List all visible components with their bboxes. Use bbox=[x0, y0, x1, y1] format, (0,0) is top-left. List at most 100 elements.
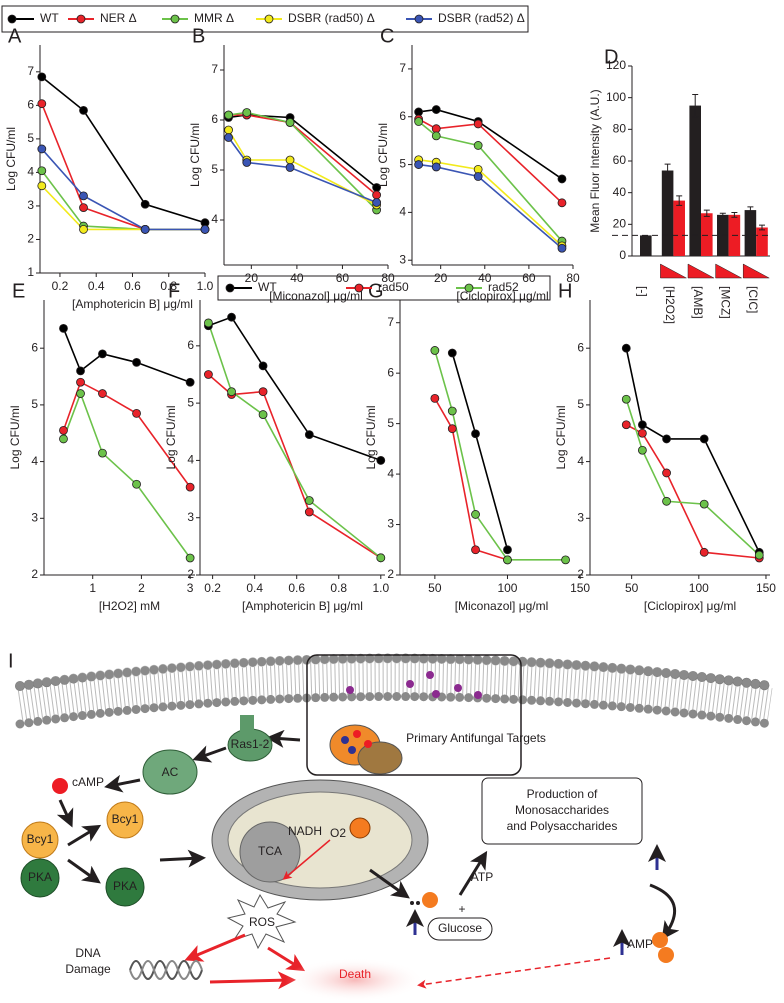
data-point bbox=[185, 553, 195, 563]
y-tick-label: 2 bbox=[27, 232, 34, 246]
label: Damage bbox=[65, 962, 111, 976]
data-point bbox=[662, 496, 671, 506]
y-tick-label: 6 bbox=[399, 109, 406, 123]
y-tick-label: 3 bbox=[187, 510, 194, 524]
membrane-heads bbox=[15, 654, 775, 691]
y-tick-label: 4 bbox=[27, 165, 34, 179]
label: DNA bbox=[75, 946, 100, 960]
data-point bbox=[258, 361, 268, 371]
data-point bbox=[376, 553, 386, 563]
y-tick-label: 5 bbox=[211, 162, 218, 176]
ras-anchor bbox=[240, 715, 254, 733]
data-point bbox=[76, 377, 85, 387]
data-point bbox=[59, 323, 68, 333]
series-line bbox=[434, 350, 566, 561]
data-point bbox=[754, 550, 764, 560]
y-tick-label: 5 bbox=[399, 157, 406, 171]
legend-label: MMR Δ bbox=[194, 11, 234, 25]
y-tick-label: 7 bbox=[399, 61, 406, 75]
data-point bbox=[372, 190, 382, 200]
label: Monosaccharides bbox=[515, 803, 609, 817]
membrane-tails bbox=[17, 660, 773, 722]
y-tick-label: 5 bbox=[387, 416, 394, 430]
data-point bbox=[662, 468, 671, 478]
y-axis-label: Log CFU/ml bbox=[376, 123, 390, 187]
legend-marker bbox=[354, 283, 364, 293]
x-tick-label: 150 bbox=[756, 581, 776, 595]
data-point bbox=[621, 343, 631, 353]
data-point bbox=[79, 105, 88, 115]
arrow bbox=[159, 849, 206, 868]
data-point bbox=[473, 172, 483, 181]
data-point bbox=[59, 434, 68, 444]
label: Ras1-2 bbox=[231, 737, 270, 751]
data-point bbox=[473, 119, 483, 129]
label: AC bbox=[162, 765, 179, 779]
y-tick-label: 6 bbox=[27, 98, 34, 112]
y-tick-label: 6 bbox=[211, 112, 218, 126]
panel-letter: G bbox=[368, 280, 384, 302]
production-box bbox=[481, 777, 643, 845]
bar bbox=[640, 235, 652, 256]
error-bar bbox=[731, 211, 738, 218]
series-line bbox=[434, 397, 508, 561]
y-tick-label: 3 bbox=[27, 198, 34, 212]
x-tick-label: 50 bbox=[625, 581, 639, 595]
x-tick-label: 1 bbox=[89, 581, 96, 595]
arrow bbox=[266, 729, 301, 748]
bar bbox=[661, 170, 674, 256]
series-line bbox=[227, 129, 377, 206]
data-point bbox=[132, 357, 141, 367]
x-tick-label: 0.6 bbox=[124, 279, 141, 293]
arrow bbox=[67, 824, 102, 847]
y-tick-label: 5 bbox=[27, 131, 34, 145]
x-tick-label: 20 bbox=[434, 271, 448, 285]
data-point bbox=[204, 370, 213, 379]
legend-marker bbox=[170, 14, 180, 24]
x-tick-label: [-] bbox=[636, 286, 650, 297]
x-tick-label: 80 bbox=[381, 271, 395, 285]
data-point bbox=[185, 482, 195, 492]
data-point bbox=[503, 545, 512, 555]
data-point bbox=[224, 125, 233, 135]
x-tick-label: 20 bbox=[245, 271, 259, 285]
data-point bbox=[242, 158, 252, 167]
legend-marker bbox=[414, 14, 424, 24]
glucose-box bbox=[427, 917, 493, 941]
data-point bbox=[285, 163, 295, 172]
x-tick-label: 60 bbox=[522, 271, 536, 285]
data-point bbox=[637, 428, 647, 438]
data-point bbox=[79, 203, 88, 213]
series-line bbox=[625, 424, 760, 559]
panel-letter: C bbox=[380, 25, 394, 47]
data-point bbox=[473, 141, 483, 150]
legend-marker bbox=[225, 283, 235, 293]
data-point bbox=[557, 198, 567, 208]
y-axis-label: Log CFU/ml bbox=[4, 127, 18, 191]
camp bbox=[52, 778, 68, 794]
ac bbox=[142, 749, 198, 795]
legend-marker bbox=[464, 283, 474, 293]
label: and Polysaccharides bbox=[507, 819, 618, 833]
data-point bbox=[447, 406, 457, 416]
y-tick-label: 0 bbox=[619, 248, 626, 262]
x-tick-label: 0.2 bbox=[204, 581, 221, 595]
data-point bbox=[471, 510, 480, 519]
series-line bbox=[418, 120, 563, 242]
data-point bbox=[561, 555, 570, 565]
legend-label: NER Δ bbox=[100, 11, 137, 25]
y-axis-label: Mean Fluor Intensity (A.U.) bbox=[588, 89, 602, 232]
y-tick-label: 100 bbox=[606, 90, 626, 104]
panel-letter: I bbox=[8, 650, 14, 672]
data-point bbox=[132, 479, 141, 489]
y-tick-label: 60 bbox=[613, 153, 627, 167]
data-point bbox=[557, 174, 567, 184]
legend-label: WT bbox=[258, 280, 277, 294]
panel-letter: A bbox=[8, 25, 22, 47]
label: Glucose bbox=[438, 921, 482, 935]
target-box bbox=[306, 654, 522, 776]
data-point bbox=[637, 420, 647, 430]
y-tick-label: 5 bbox=[31, 397, 38, 411]
label: O2 bbox=[330, 826, 346, 840]
legend-label: rad50 bbox=[378, 280, 409, 294]
